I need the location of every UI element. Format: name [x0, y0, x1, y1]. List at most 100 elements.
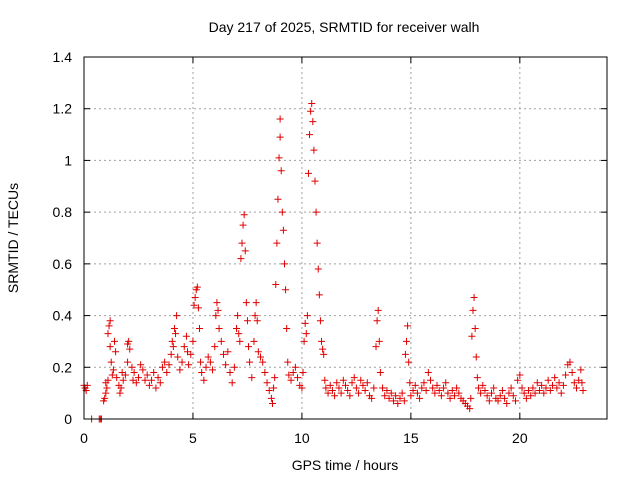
- data-point: [145, 381, 153, 389]
- data-point: [431, 389, 439, 397]
- data-point: [516, 371, 524, 379]
- data-point: [101, 394, 109, 402]
- data-point: [503, 399, 511, 407]
- x-tick-label: 15: [403, 430, 419, 446]
- data-point: [479, 381, 487, 389]
- data-point: [344, 387, 352, 395]
- data-point: [440, 384, 448, 392]
- data-point: [308, 100, 316, 108]
- y-axis-label: SRMTID / TECUs: [5, 183, 21, 293]
- data-point: [429, 384, 437, 392]
- data-point: [302, 330, 310, 338]
- data-point: [263, 379, 271, 387]
- x-tick-label: 0: [80, 430, 88, 446]
- data-point: [240, 211, 248, 219]
- data-point: [562, 371, 570, 379]
- data-point: [161, 358, 169, 366]
- data-point: [217, 337, 225, 345]
- data-point: [375, 337, 383, 345]
- data-point: [509, 392, 517, 400]
- data-point: [172, 330, 180, 338]
- data-point: [316, 317, 324, 325]
- data-point: [150, 368, 158, 376]
- data-point: [405, 358, 413, 366]
- data-point: [311, 177, 319, 185]
- data-point: [298, 384, 306, 392]
- data-point: [104, 376, 112, 384]
- data-point: [212, 312, 220, 320]
- data-point: [538, 381, 546, 389]
- data-point: [170, 325, 178, 332]
- data-point: [409, 387, 417, 395]
- data-point: [322, 384, 330, 392]
- data-point: [309, 118, 317, 126]
- data-point: [450, 392, 458, 400]
- data-point: [540, 389, 548, 397]
- data-point: [169, 343, 177, 351]
- data-point: [304, 169, 312, 177]
- data-point: [350, 374, 358, 382]
- data-point: [259, 358, 267, 366]
- data-points-layer: [80, 100, 587, 423]
- data-point: [469, 306, 477, 314]
- data-point: [468, 332, 476, 340]
- data-point: [178, 358, 186, 366]
- data-point: [235, 330, 243, 338]
- data-point: [276, 133, 284, 141]
- data-point: [442, 379, 450, 387]
- data-point: [241, 247, 249, 255]
- data-point: [394, 399, 402, 407]
- data-point: [190, 301, 198, 309]
- data-point: [139, 366, 147, 374]
- data-point: [234, 312, 242, 320]
- data-point: [551, 374, 559, 382]
- data-point: [559, 381, 567, 389]
- data-point: [400, 397, 408, 405]
- data-point: [124, 358, 132, 366]
- data-point: [168, 337, 176, 345]
- data-point: [522, 394, 530, 402]
- data-point: [471, 325, 479, 332]
- data-point: [310, 146, 318, 154]
- data-point: [444, 389, 452, 397]
- y-tick-label: 1.4: [53, 49, 73, 65]
- data-point: [194, 304, 202, 312]
- data-point: [109, 366, 117, 374]
- data-point: [271, 374, 279, 382]
- data-point: [335, 384, 343, 392]
- data-point: [257, 353, 265, 361]
- data-point: [167, 350, 175, 358]
- data-point: [277, 167, 285, 175]
- y-tick-label: 1.2: [53, 101, 73, 117]
- data-point: [191, 293, 199, 301]
- data-point: [473, 374, 481, 382]
- data-point: [239, 221, 247, 229]
- data-point: [214, 306, 222, 314]
- data-point: [566, 358, 574, 366]
- data-point: [152, 384, 160, 392]
- data-point: [206, 358, 214, 366]
- data-point: [418, 384, 426, 392]
- data-point: [370, 384, 378, 392]
- data-point: [185, 361, 193, 369]
- data-point: [321, 376, 329, 384]
- data-point: [226, 368, 234, 376]
- data-point: [387, 389, 395, 397]
- data-point: [125, 337, 133, 345]
- data-point: [520, 389, 528, 397]
- data-point: [104, 330, 112, 338]
- data-point: [119, 376, 127, 384]
- data-point: [105, 322, 113, 330]
- y-tick-label: 0.4: [53, 308, 73, 324]
- data-point: [424, 368, 432, 376]
- data-point: [219, 350, 227, 358]
- y-tick-label: 0.8: [53, 204, 73, 220]
- data-point: [284, 358, 292, 366]
- data-point: [396, 394, 404, 402]
- data-point: [448, 387, 456, 395]
- data-point: [132, 379, 140, 387]
- data-point: [474, 384, 482, 392]
- data-point: [270, 384, 278, 392]
- data-point: [126, 345, 134, 353]
- data-point: [361, 387, 369, 395]
